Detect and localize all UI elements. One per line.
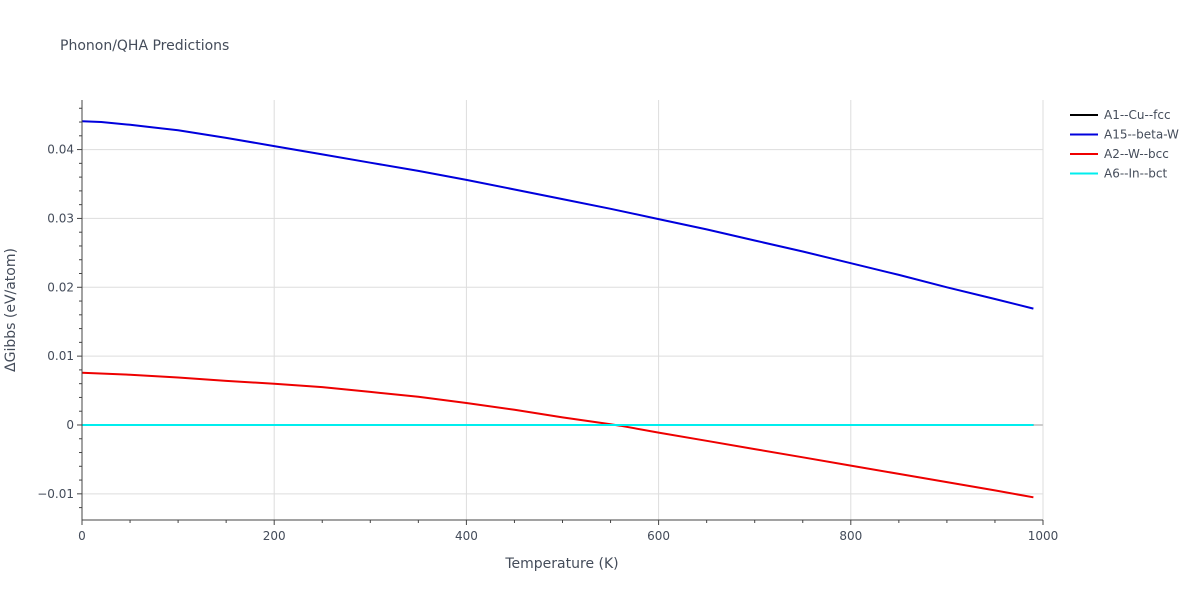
y-tick-label: 0.03 bbox=[47, 211, 74, 225]
legend-label-a15-beta-w: A15--beta-W bbox=[1104, 128, 1179, 142]
x-tick-label: 400 bbox=[455, 529, 478, 543]
y-tick-label: 0.04 bbox=[47, 143, 74, 157]
legend-label-a2-w-bcc: A2--W--bcc bbox=[1104, 147, 1169, 161]
series-line-a2-w-bcc bbox=[81, 371, 1034, 499]
legend-label-a1-cu-fcc: A1--Cu--fcc bbox=[1104, 108, 1171, 122]
x-tick-label: 1000 bbox=[1028, 529, 1059, 543]
x-tick-label: 600 bbox=[647, 529, 670, 543]
legend-label-a6-in-bct: A6--In--bct bbox=[1104, 167, 1168, 181]
y-tick-label: 0 bbox=[66, 418, 74, 432]
series-lines bbox=[81, 120, 1034, 499]
y-axis-title: ΔGibbs (eV/atom) bbox=[3, 248, 19, 372]
series-line-a15-beta-w bbox=[81, 120, 1034, 310]
legend: A1--Cu--fcc A15--beta-W A2--W--bcc A6--In--… bbox=[1070, 108, 1179, 181]
y-tick-label: 0.02 bbox=[47, 280, 74, 294]
y-tick-label: −0.01 bbox=[37, 487, 74, 501]
grid bbox=[82, 100, 1044, 520]
x-tick-label: 0 bbox=[78, 529, 86, 543]
axes: 0 200 400 600 800 1000 −0.01 0 0.01 0.02 0.03 0.04 bbox=[37, 100, 1058, 543]
x-axis-title: Temperature (K) bbox=[504, 556, 618, 572]
x-tick-label: 200 bbox=[263, 529, 286, 543]
x-tick-label: 800 bbox=[839, 529, 862, 543]
y-tick-label: 0.01 bbox=[47, 349, 74, 363]
chart-title: Phonon/QHA Predictions bbox=[60, 38, 229, 54]
